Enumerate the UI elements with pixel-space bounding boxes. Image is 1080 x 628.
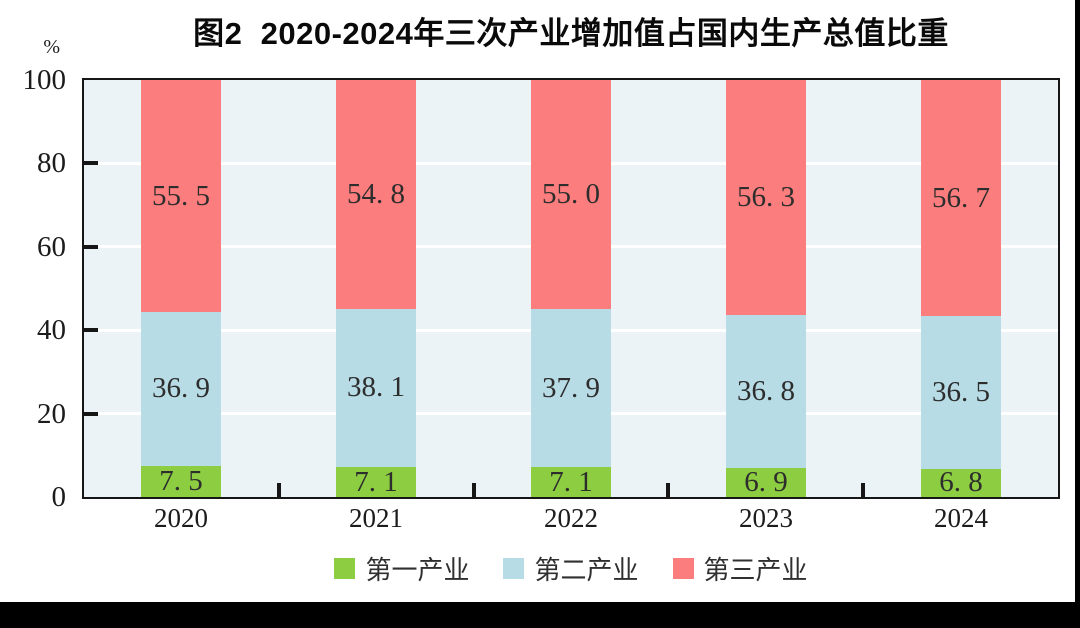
bar-2022-primary-industry-value-label: 7. 1	[549, 465, 593, 498]
y-axis-tick-20	[84, 412, 98, 416]
y-axis-tick-label: 80	[37, 147, 66, 179]
legend-item-tertiary-industry: 第三产业	[672, 550, 808, 587]
bar-2023-primary-industry-value-label: 6. 9	[744, 466, 788, 499]
y-axis-unit-label: %	[43, 36, 60, 58]
bar-2022-secondary-industry-value-label: 37. 9	[542, 371, 600, 404]
bar-2021-primary-industry-value-label: 7. 1	[354, 465, 398, 498]
legend-label-primary-industry: 第一产业	[365, 555, 470, 585]
y-axis-tick-40	[84, 328, 98, 332]
bar-2022-secondary-industry-segment: 37. 9	[531, 309, 611, 468]
y-axis-tick-label: 60	[37, 231, 66, 263]
x-axis-category-label: 2024	[934, 503, 988, 533]
bar-2021-tertiary-industry-value-label: 54. 8	[347, 177, 405, 210]
legend-label-secondary-industry: 第二产业	[534, 555, 639, 585]
bar-2022-tertiary-industry-segment: 55. 0	[531, 80, 611, 310]
y-axis-tick-60	[84, 245, 98, 249]
bar-2023-tertiary-industry-value-label: 56. 3	[737, 180, 795, 213]
bar-2023-tertiary-industry-segment: 56. 3	[726, 80, 806, 315]
x-axis-category-label: 2023	[739, 503, 793, 533]
legend-swatch-secondary-industry	[503, 558, 525, 579]
bar-2020-primary-industry-segment: 7. 5	[141, 464, 221, 497]
legend-item-secondary-industry: 第二产业	[503, 550, 639, 587]
bar-2022-primary-industry-segment: 7. 1	[531, 467, 611, 497]
bar-2023: 56. 3 36. 8 6. 9	[726, 80, 806, 497]
x-axis-tick-2	[472, 483, 476, 497]
window-right-border	[1075, 0, 1080, 628]
bar-2024-tertiary-industry-segment: 56. 7	[921, 80, 1001, 317]
y-axis-tick-label: 40	[37, 314, 66, 346]
bar-2021-secondary-industry-value-label: 38. 1	[347, 371, 405, 404]
window-bottom-border	[0, 602, 1080, 628]
y-axis-tick-label: 20	[37, 398, 66, 430]
bar-2024: 56. 7 36. 5 6. 8	[921, 80, 1001, 497]
bar-2021: 54. 8 38. 1 7. 1	[336, 80, 416, 497]
legend-swatch-primary-industry	[334, 558, 356, 579]
x-axis-tick-4	[861, 483, 865, 497]
bar-2020-secondary-industry-value-label: 36. 9	[152, 372, 210, 405]
legend: 第一产业 第二产业 第三产业	[82, 550, 1060, 587]
bar-2023-secondary-industry-value-label: 36. 8	[737, 375, 795, 407]
bar-2024-primary-industry-value-label: 6. 8	[939, 466, 983, 499]
y-axis-tick-label: 100	[22, 64, 67, 96]
bar-2024-secondary-industry-value-label: 36. 5	[932, 376, 990, 409]
x-axis-category-label: 2022	[544, 503, 598, 533]
bar-2020: 55. 5 36. 9 7. 5	[141, 80, 221, 497]
bar-2020-tertiary-industry-value-label: 55. 5	[152, 179, 210, 212]
x-axis-category-label: 2021	[349, 503, 403, 533]
bar-2021-secondary-industry-segment: 38. 1	[336, 308, 416, 468]
bar-2021-primary-industry-segment: 7. 1	[336, 467, 416, 497]
bar-2022: 55. 0 37. 9 7. 1	[531, 80, 611, 497]
bar-2023-secondary-industry-segment: 36. 8	[726, 314, 806, 469]
y-axis-tick-80	[84, 161, 98, 165]
plot-area: 55. 5 36. 9 7. 5 54. 8 38. 1 7. 1 55. 0 37. 9 7.…	[82, 78, 1060, 499]
legend-item-primary-industry: 第一产业	[334, 550, 469, 587]
bar-2020-primary-industry-value-label: 7. 5	[159, 464, 203, 497]
bar-2023-primary-industry-segment: 6. 9	[726, 468, 806, 497]
x-axis-category-label: 2020	[154, 503, 208, 533]
bar-2020-secondary-industry-segment: 36. 9	[141, 311, 221, 466]
y-axis-tick-label: 0	[51, 481, 67, 513]
chart-title: 图2 2020-2024年三次产业增加值占国内生产总值比重	[193, 16, 949, 51]
legend-label-tertiary-industry: 第三产业	[703, 555, 808, 585]
bar-2024-tertiary-industry-value-label: 56. 7	[932, 181, 990, 214]
bar-2024-secondary-industry-segment: 36. 5	[921, 316, 1001, 469]
bar-2020-tertiary-industry-segment: 55. 5	[141, 80, 221, 312]
legend-swatch-tertiary-industry	[672, 558, 694, 579]
bar-2024-primary-industry-segment: 6. 8	[921, 466, 1001, 499]
bar-2022-tertiary-industry-value-label: 55. 0	[542, 178, 600, 211]
x-axis-tick-3	[666, 483, 670, 497]
x-axis-tick-1	[277, 483, 281, 497]
bar-2021-tertiary-industry-segment: 54. 8	[336, 80, 416, 309]
